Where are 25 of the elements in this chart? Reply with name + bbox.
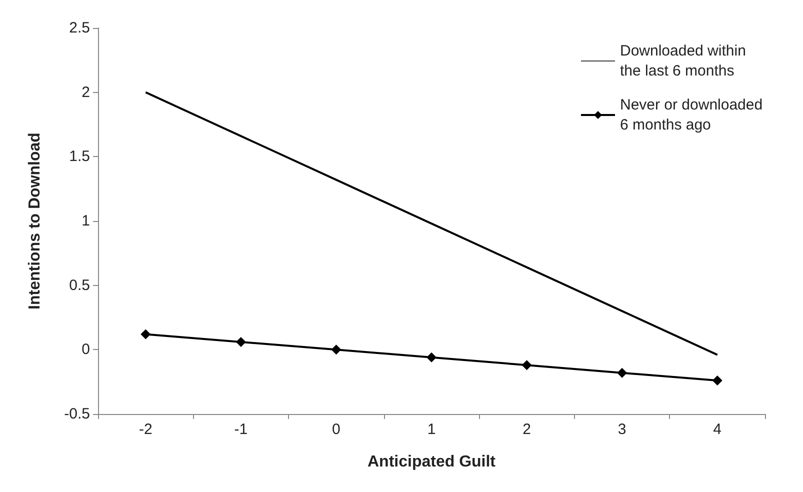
legend-label: Downloaded within the last 6 months <box>620 42 750 80</box>
y-tick-label: 2.5 <box>69 20 90 36</box>
y-tick-label: 1 <box>82 212 90 230</box>
point <box>426 352 436 362</box>
y-tick-label: 0.5 <box>69 276 90 294</box>
y-tick-label: 1.5 <box>69 148 90 166</box>
x-tick-label: 4 <box>713 421 722 438</box>
x-tick-label: 0 <box>332 421 340 438</box>
point <box>236 336 246 347</box>
y-tick-label: -0.5 <box>64 406 90 422</box>
legend-label: Never or downloaded 6 months ago <box>620 96 767 134</box>
y-tick-label: 2 <box>82 84 90 101</box>
y-axis-title: Intentions to Download <box>26 132 44 310</box>
x-tick-label: -1 <box>234 421 248 438</box>
point <box>331 344 342 355</box>
x-tick-label: 3 <box>618 421 626 438</box>
y-tick-label: 0 <box>82 341 90 358</box>
point <box>617 368 628 378</box>
x-axis-title: Anticipated Guilt <box>368 454 496 470</box>
x-tick-label: -2 <box>138 421 152 438</box>
point <box>140 329 151 340</box>
x-tick-label: 2 <box>522 421 531 438</box>
point <box>712 376 722 386</box>
point <box>522 360 532 370</box>
x-tick-label: 1 <box>427 421 436 438</box>
